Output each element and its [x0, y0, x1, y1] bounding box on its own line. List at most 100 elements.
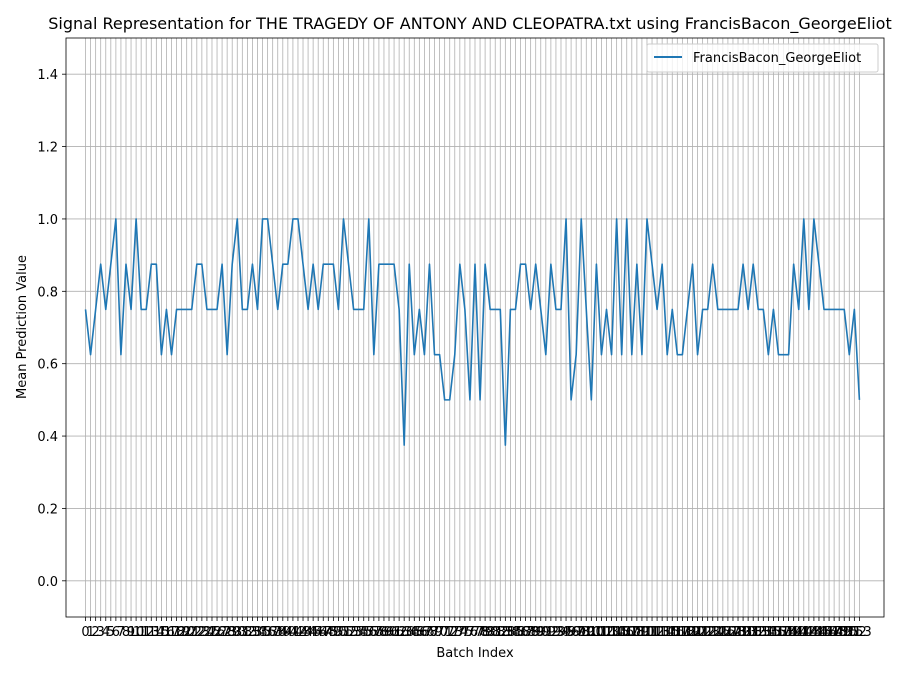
x-tick-label: 102	[589, 625, 614, 640]
x-tick-label: 35	[254, 625, 271, 640]
x-tick-label: 111	[635, 625, 660, 640]
x-tick-label: 110	[630, 625, 655, 640]
x-tick-label: 151	[837, 625, 862, 640]
x-tick-label: 25	[204, 625, 221, 640]
x-tick-label: 89	[527, 625, 544, 640]
x-tick-label: 6	[112, 625, 120, 640]
x-tick-label: 60	[381, 625, 398, 640]
x-tick-label: 29	[224, 625, 241, 640]
x-tick-label: 141	[786, 625, 811, 640]
x-tick-label: 22	[189, 625, 206, 640]
x-tick-label: 125	[705, 625, 730, 640]
x-tick-label: 27	[214, 625, 231, 640]
x-tick-label: 91	[538, 625, 555, 640]
y-axis-label: Mean Prediction Value	[15, 255, 30, 399]
x-tick-label: 9	[127, 625, 135, 640]
x-tick-label: 36	[259, 625, 276, 640]
x-tick-label: 74	[452, 625, 469, 640]
x-tick-label: 107	[614, 625, 639, 640]
x-tick-label: 66	[411, 625, 428, 640]
x-tick-label: 21	[183, 625, 200, 640]
x-tick-label: 124	[700, 625, 725, 640]
legend-entry-label: FrancisBacon_GeorgeEliot	[693, 51, 861, 66]
x-tick-label: 136	[761, 625, 786, 640]
x-tick-label: 127	[715, 625, 740, 640]
x-tick-label: 90	[532, 625, 549, 640]
y-tick-label: 0.6	[37, 358, 58, 373]
x-tick-label: 152	[842, 625, 867, 640]
x-tick-label: 116	[660, 625, 685, 640]
x-tick-label: 99	[578, 625, 595, 640]
x-tick-label: 96	[563, 625, 580, 640]
x-tick-label: 12	[138, 625, 155, 640]
x-tick-label: 4	[102, 625, 110, 640]
x-tick-label: 13	[143, 625, 160, 640]
x-tick-label: 121	[685, 625, 710, 640]
x-tick-label: 14	[148, 625, 165, 640]
x-tick-label: 7	[117, 625, 125, 640]
x-tick-label: 129	[726, 625, 751, 640]
x-tick-label: 122	[690, 625, 715, 640]
x-tick-label: 133	[746, 625, 771, 640]
x-tick-label: 46	[310, 625, 327, 640]
x-tick-label: 92	[543, 625, 560, 640]
x-tick-label: 148	[822, 625, 847, 640]
x-tick-label: 139	[776, 625, 801, 640]
y-tick-label: 0.4	[37, 430, 58, 445]
x-tick-label: 83	[497, 625, 514, 640]
x-tick-label: 79	[477, 625, 494, 640]
x-tick-label: 54	[350, 625, 367, 640]
x-tick-label: 87	[517, 625, 534, 640]
x-tick-label: 145	[807, 625, 832, 640]
x-tick-label: 117	[665, 625, 690, 640]
chart-title: Signal Representation for THE TRAGEDY OF…	[48, 14, 892, 34]
x-tick-label: 10	[128, 625, 145, 640]
y-tick-label: 1.4	[37, 68, 58, 83]
x-tick-label: 118	[670, 625, 695, 640]
legend: FrancisBacon_GeorgeEliot	[646, 43, 879, 73]
legend-box	[646, 43, 879, 73]
x-tick-label: 62	[391, 625, 408, 640]
x-tick-label: 65	[406, 625, 423, 640]
x-tick-label: 132	[741, 625, 766, 640]
x-tick-label: 126	[710, 625, 735, 640]
x-tick-label: 131	[736, 625, 761, 640]
x-tick-label: 81	[487, 625, 504, 640]
x-tick-label: 47	[315, 625, 332, 640]
x-tick-label: 93	[548, 625, 565, 640]
x-tick-label: 31	[234, 625, 251, 640]
x-tick-label: 119	[675, 625, 700, 640]
x-tick-label: 134	[751, 625, 776, 640]
x-tick-label: 53	[345, 625, 362, 640]
x-tick-label: 41	[285, 625, 302, 640]
x-tick-label: 113	[645, 625, 670, 640]
x-tick-label: 80	[482, 625, 499, 640]
x-tick-label: 32	[239, 625, 256, 640]
x-tick-label: 48	[320, 625, 337, 640]
x-tick-label: 146	[812, 625, 837, 640]
x-tick-label: 72	[441, 625, 458, 640]
x-tick-label: 106	[609, 625, 634, 640]
x-tick-label: 1	[86, 625, 94, 640]
x-tick-label: 57	[366, 625, 383, 640]
x-tick-label: 59	[376, 625, 393, 640]
x-tick-label: 3	[97, 625, 105, 640]
x-tick-label: 37	[264, 625, 281, 640]
x-tick-label: 40	[280, 625, 297, 640]
y-tick-label: 0.8	[37, 285, 58, 300]
x-tick-label: 108	[619, 625, 644, 640]
x-tick-label: 78	[472, 625, 489, 640]
x-tick-label: 73	[446, 625, 463, 640]
y-tick-label: 1.2	[37, 141, 58, 156]
x-tick-label: 67	[416, 625, 433, 640]
x-tick-label: 88	[522, 625, 539, 640]
x-tick-label: 142	[791, 625, 816, 640]
x-axis-label: Batch Index	[436, 646, 514, 661]
x-tick-label: 94	[553, 625, 570, 640]
x-tick-label: 23	[194, 625, 211, 640]
x-gridlines	[85, 38, 860, 617]
x-tick-label: 98	[573, 625, 590, 640]
x-tick-label: 5	[107, 625, 115, 640]
x-tick-label: 103	[594, 625, 619, 640]
